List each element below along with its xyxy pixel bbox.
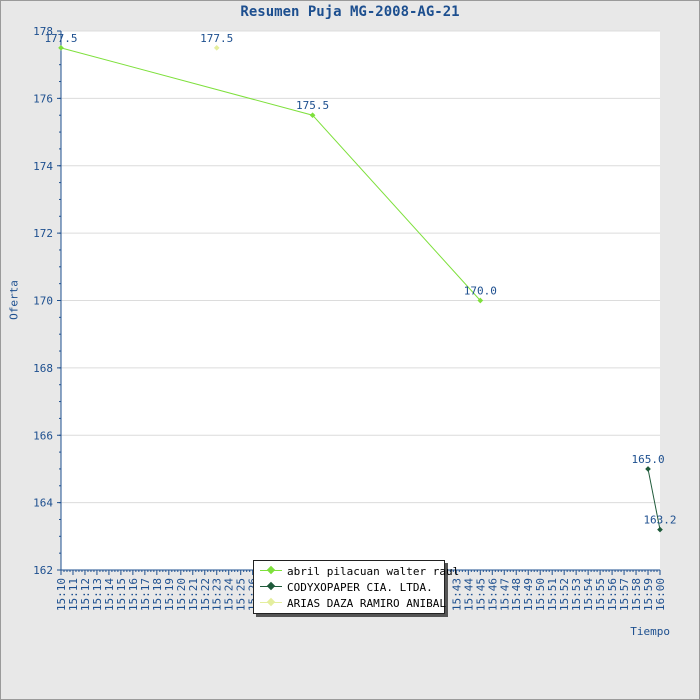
x-tick-label: 15:14 — [103, 578, 116, 611]
x-tick-label: 15:54 — [582, 578, 595, 611]
data-label: 177.5 — [44, 32, 77, 45]
legend-label: abril pilacuan walter raul — [287, 564, 460, 578]
legend-item: CODYXOPAPER CIA. LTDA. — [260, 579, 433, 595]
legend-swatch — [260, 581, 282, 592]
legend-item: abril pilacuan walter raul — [260, 563, 459, 579]
x-tick-label: 15:22 — [199, 578, 212, 611]
x-tick-label: 15:58 — [630, 578, 643, 611]
legend-marker — [266, 581, 276, 591]
x-tick-label: 15:53 — [570, 578, 583, 611]
y-tick-label: 172 — [33, 227, 53, 240]
data-label: 177.5 — [200, 32, 233, 45]
legend-marker — [266, 597, 276, 607]
x-tick-label: 15:17 — [139, 578, 152, 611]
x-tick-label: 15:19 — [163, 578, 176, 611]
x-tick-label: 15:10 — [55, 578, 68, 611]
data-point — [645, 466, 651, 472]
x-tick-label: 15:57 — [618, 578, 631, 611]
x-tick-label: 15:25 — [235, 578, 248, 611]
y-tick-label: 162 — [33, 564, 53, 577]
x-tick-label: 15:49 — [522, 578, 535, 611]
x-tick-label: 15:44 — [462, 578, 475, 611]
series-line — [647, 468, 661, 530]
x-tick-label: 15:21 — [187, 578, 200, 611]
x-tick-label: 15:18 — [151, 578, 164, 611]
legend-label: ARIAS DAZA RAMIRO ANIBAL — [287, 596, 446, 610]
x-tick-label: 15:45 — [474, 578, 487, 611]
y-tick-label: 164 — [33, 497, 53, 510]
y-tick-label: 178 — [33, 25, 53, 38]
y-tick-label: 176 — [33, 92, 53, 105]
x-axis-label: Tiempo — [630, 625, 670, 638]
x-tick-label: 15:46 — [486, 578, 499, 611]
data-label: 170.0 — [464, 285, 497, 298]
x-tick-label: 15:20 — [175, 578, 188, 611]
x-tick-label: 15:16 — [127, 578, 140, 611]
data-point — [309, 112, 316, 119]
legend-label: CODYXOPAPER CIA. LTDA. — [287, 580, 433, 594]
x-tick-label: 15:43 — [450, 578, 463, 611]
x-tick-label: 15:48 — [510, 578, 523, 611]
legend-item: ARIAS DAZA RAMIRO ANIBAL — [260, 595, 446, 611]
x-tick-label: 15:13 — [91, 578, 104, 611]
legend-swatch — [260, 565, 282, 576]
x-tick-label: 15:24 — [223, 578, 236, 611]
data-label: 163.2 — [643, 514, 676, 527]
y-tick-label: 168 — [33, 362, 53, 375]
x-tick-label: 15:50 — [534, 578, 547, 611]
legend-swatch — [260, 597, 282, 608]
chart-title: Resumen Puja MG-2008-AG-21 — [240, 4, 460, 20]
x-tick-label: 16:00 — [654, 578, 667, 611]
y-tick-label: 174 — [33, 160, 53, 173]
data-point — [477, 297, 484, 304]
x-tick-label: 15:12 — [79, 578, 92, 611]
x-tick-label: 15:47 — [498, 578, 511, 611]
x-tick-label: 15:11 — [67, 578, 80, 611]
x-tick-label: 15:52 — [558, 578, 571, 611]
chart-legend: abril pilacuan walter raul CODYXOPAPER C… — [253, 560, 459, 614]
x-tick-label: 15:55 — [594, 578, 607, 611]
data-label: 165.0 — [631, 453, 664, 466]
x-tick-label: 15:15 — [115, 578, 128, 611]
x-tick-label: 15:51 — [546, 578, 559, 611]
legend-marker — [266, 565, 276, 575]
y-tick-label: 166 — [33, 429, 53, 442]
y-tick-label: 170 — [33, 295, 53, 308]
data-point — [657, 526, 663, 533]
x-tick-label: 15:23 — [211, 578, 224, 611]
data-label: 175.5 — [296, 99, 329, 112]
x-tick-label: 15:59 — [642, 578, 655, 611]
x-tick-label: 15:56 — [606, 578, 619, 611]
